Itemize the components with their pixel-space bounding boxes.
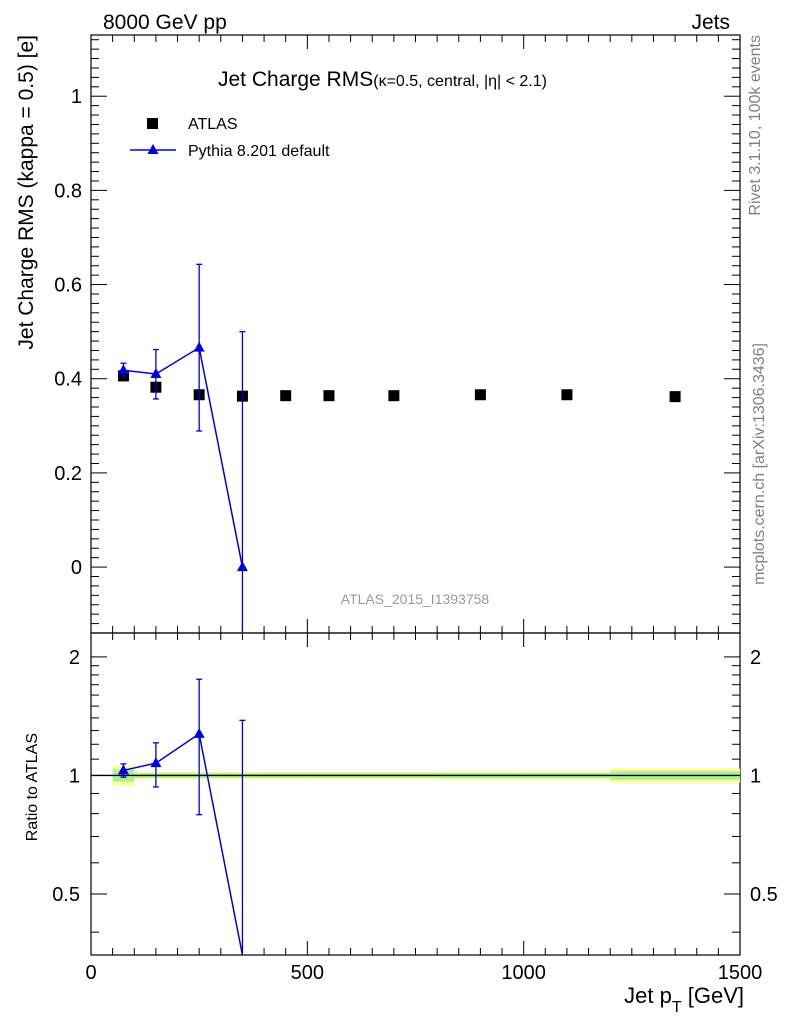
legend-data-label: ATLAS bbox=[188, 116, 238, 133]
y-tick-label: 0.8 bbox=[54, 180, 82, 202]
plot-title: Jet Charge RMS(κ=0.5, central, |η| < 2.1… bbox=[218, 68, 547, 91]
plot-title-sub: (κ=0.5, central, |η| < 2.1) bbox=[373, 73, 547, 90]
main-data-layer bbox=[117, 263, 681, 633]
ratio-y-tick-label-right: 2 bbox=[750, 647, 761, 669]
ratio-y-tick-label-right: 0.5 bbox=[750, 884, 778, 906]
x-axis-label-base: Jet p bbox=[624, 983, 672, 1008]
y-tick-label: 1 bbox=[71, 86, 82, 108]
plot-title-main: Jet Charge RMS bbox=[218, 68, 373, 91]
y-axis-label: Jet Charge RMS (kappa = 0.5) [e] bbox=[15, 35, 38, 350]
axis-tick-labels: 0 500 1000 1500 0 0.2 0.4 0.6 0.8 1 0.5 0.5 1 1 2 2 bbox=[52, 86, 778, 984]
ratio-y-tick-label: 0.5 bbox=[52, 884, 80, 906]
y-tick-label: 0.4 bbox=[54, 369, 82, 391]
pythia-point bbox=[236, 561, 248, 572]
legend-mc-marker bbox=[147, 144, 159, 154]
ratio-pythia-point bbox=[117, 764, 129, 775]
x-tick-label: 1000 bbox=[501, 962, 546, 984]
pythia-point bbox=[193, 341, 205, 352]
atlas-point bbox=[474, 389, 486, 401]
axis-ticks bbox=[90, 35, 741, 955]
ratio-y-tick-label: 1 bbox=[69, 765, 80, 787]
rivet-label: Rivet 3.1.10, 100k events bbox=[747, 35, 764, 216]
atlas-point bbox=[669, 391, 681, 403]
pythia-point bbox=[150, 368, 162, 379]
ratio-data-layer bbox=[117, 678, 246, 956]
y-tick-label: 0.6 bbox=[54, 275, 82, 297]
legend-data-marker bbox=[147, 118, 158, 129]
legend-mc-label: Pythia 8.201 default bbox=[188, 143, 330, 160]
x-axis-label: Jet pT [GeV] bbox=[624, 983, 744, 1016]
pythia-line bbox=[123, 346, 244, 568]
ratio-frame bbox=[90, 632, 741, 956]
ratio-y-tick-label-right: 1 bbox=[750, 765, 761, 787]
atlas-point bbox=[280, 390, 292, 402]
ratio-pythia-point bbox=[193, 727, 205, 738]
mcplots-label: mcplots.cern.ch [arXiv:1306.3436] bbox=[751, 343, 768, 585]
x-axis-label-unit: [GeV] bbox=[682, 983, 744, 1008]
x-tick-label: 500 bbox=[291, 962, 324, 984]
x-tick-label: 1500 bbox=[718, 962, 763, 984]
ratio-y-tick-label: 2 bbox=[69, 647, 80, 669]
atlas-point bbox=[323, 390, 335, 402]
y-tick-label: 0.2 bbox=[54, 463, 82, 485]
ratio-y-axis-label: Ratio to ATLAS bbox=[24, 733, 41, 841]
atlas-point bbox=[561, 389, 573, 401]
x-tick-label: 0 bbox=[85, 962, 96, 984]
y-tick-label: 0 bbox=[71, 557, 82, 579]
header-left: 8000 GeV pp bbox=[103, 11, 227, 34]
ratio-pythia-line bbox=[123, 732, 244, 956]
ratio-pythia-point bbox=[150, 757, 162, 768]
header-right: Jets bbox=[691, 11, 730, 34]
x-axis-label-sub: T bbox=[672, 999, 682, 1016]
pythia-point bbox=[117, 364, 129, 375]
ratio-band bbox=[91, 766, 740, 786]
watermark: ATLAS_2015_I1393758 bbox=[341, 591, 490, 607]
atlas-point bbox=[388, 390, 400, 402]
